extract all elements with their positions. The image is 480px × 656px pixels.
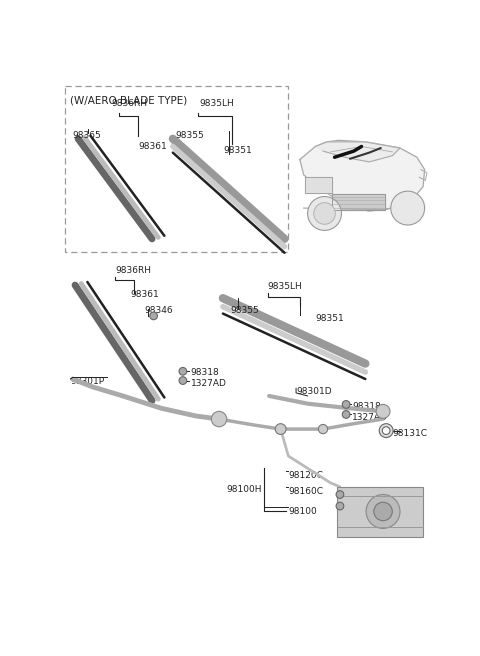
Text: 9836RH: 9836RH — [111, 99, 147, 108]
Circle shape — [379, 424, 393, 438]
Text: 98355: 98355 — [175, 131, 204, 140]
Bar — [65, 87, 288, 252]
Text: 98120C: 98120C — [288, 472, 323, 480]
Circle shape — [342, 401, 350, 408]
Circle shape — [179, 367, 187, 375]
Polygon shape — [315, 142, 400, 162]
Text: 98301P: 98301P — [71, 377, 105, 386]
Text: 98100H: 98100H — [227, 485, 262, 494]
Text: (W/AERO BLADE TYPE): (W/AERO BLADE TYPE) — [71, 96, 188, 106]
Text: 98131C: 98131C — [392, 429, 427, 438]
Text: 9836RH: 9836RH — [115, 266, 151, 275]
Text: 9835LH: 9835LH — [267, 282, 302, 291]
Circle shape — [275, 424, 286, 434]
Polygon shape — [332, 194, 384, 210]
Polygon shape — [300, 140, 425, 211]
Text: 98351: 98351 — [315, 314, 344, 323]
Circle shape — [376, 405, 390, 419]
Text: 98318: 98318 — [191, 368, 219, 377]
Circle shape — [336, 491, 344, 499]
Circle shape — [308, 197, 341, 230]
Circle shape — [211, 411, 227, 427]
Polygon shape — [304, 177, 332, 193]
Circle shape — [374, 502, 392, 521]
Circle shape — [342, 411, 350, 419]
Text: 98100: 98100 — [288, 507, 317, 516]
Text: 9835LH: 9835LH — [199, 99, 234, 108]
Text: 98365: 98365 — [72, 131, 101, 140]
Circle shape — [150, 312, 157, 319]
Circle shape — [366, 495, 400, 528]
Circle shape — [318, 424, 328, 434]
Circle shape — [382, 427, 390, 434]
Text: 1327AD: 1327AD — [191, 379, 227, 388]
Text: 1327AD: 1327AD — [352, 413, 388, 422]
Text: 98160C: 98160C — [288, 487, 324, 496]
Circle shape — [314, 203, 336, 224]
Text: 98301D: 98301D — [296, 387, 332, 396]
Text: 98355: 98355 — [230, 306, 259, 315]
Text: 98318: 98318 — [352, 402, 381, 411]
Text: 98361: 98361 — [138, 142, 167, 151]
Circle shape — [179, 377, 187, 384]
Bar — [337, 487, 423, 537]
Text: 98361: 98361 — [131, 291, 159, 300]
Circle shape — [391, 191, 425, 225]
Text: 98346: 98346 — [144, 306, 173, 315]
Text: 98351: 98351 — [223, 146, 252, 155]
Circle shape — [336, 502, 344, 510]
